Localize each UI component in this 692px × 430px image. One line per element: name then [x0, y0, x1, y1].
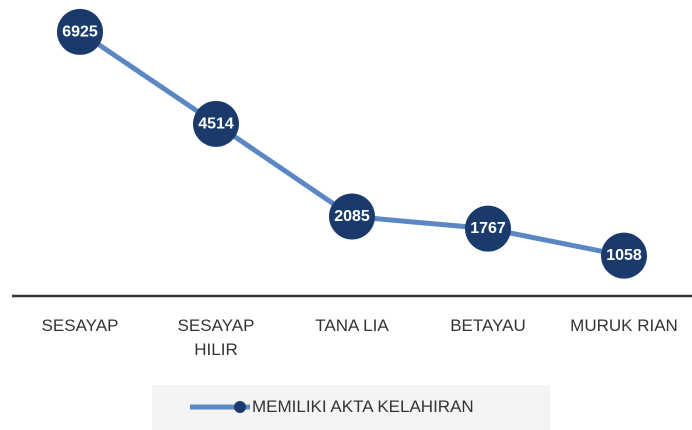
- legend-label: MEMILIKI AKTA KELAHIRAN: [252, 397, 474, 416]
- legend-marker: [234, 401, 246, 413]
- marker: [57, 8, 103, 55]
- value-label: 6925: [62, 23, 98, 40]
- x-tick-label: SESAYAP HILIR: [177, 316, 255, 359]
- x-tick-label: SESAYAP: [41, 316, 119, 335]
- x-tick-label: TANA LIA: [315, 316, 389, 335]
- marker: [329, 193, 375, 240]
- x-tick-label: MURUK RIAN: [570, 316, 678, 335]
- marker: [193, 100, 239, 147]
- legend-swatch: [190, 401, 250, 413]
- chart: 6925 4514 2085 1767 1058: [12, 8, 692, 298]
- value-label: 1058: [606, 247, 642, 264]
- value-label: 4514: [198, 115, 234, 132]
- marker: [601, 232, 647, 279]
- x-tick-label: BETAYAU: [450, 316, 526, 335]
- legend: MEMILIKI AKTA KELAHIRAN: [152, 385, 550, 430]
- value-label: 2085: [334, 208, 370, 225]
- value-label: 1767: [470, 220, 506, 237]
- marker: [465, 205, 511, 252]
